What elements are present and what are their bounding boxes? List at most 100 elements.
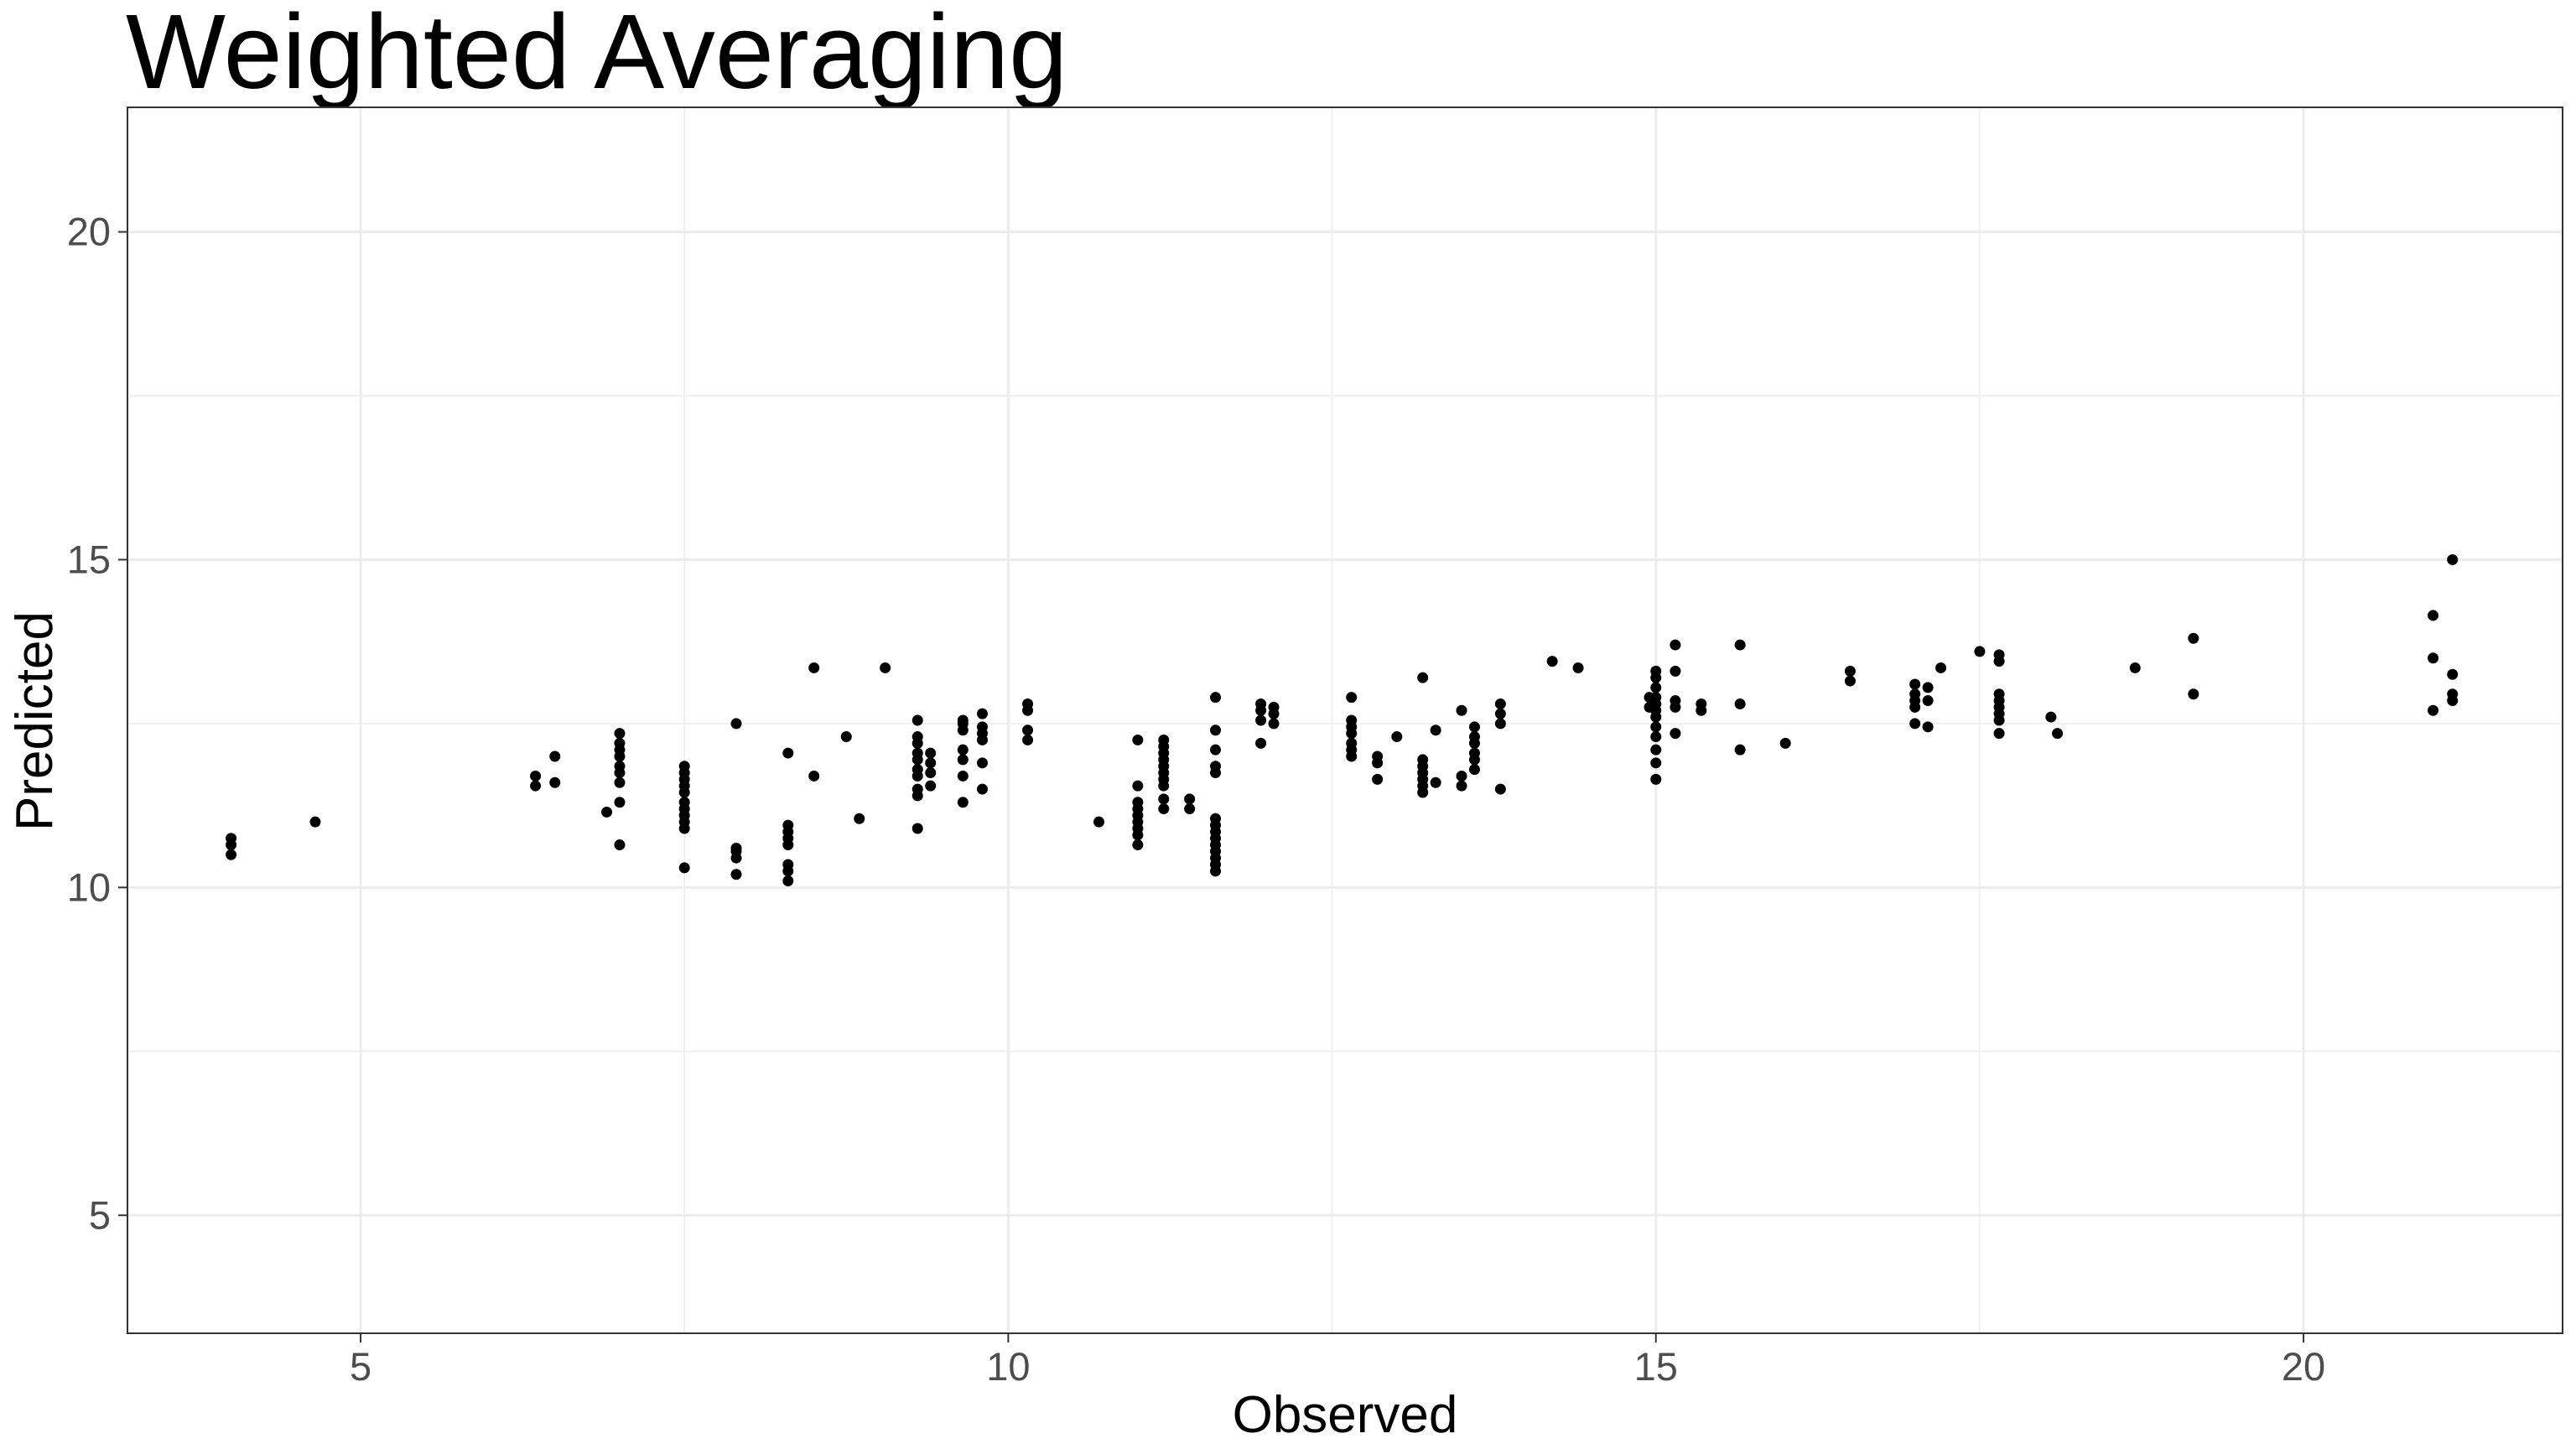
data-point: [614, 776, 626, 788]
data-point: [1430, 724, 1441, 736]
data-point: [1974, 646, 1986, 657]
data-point: [1734, 639, 1746, 651]
y-tick-label: 10: [67, 865, 111, 909]
y-axis-title: Predicted: [6, 611, 64, 831]
data-point: [2188, 632, 2199, 644]
data-point: [1909, 718, 1921, 730]
data-point: [730, 869, 742, 880]
data-point: [1417, 672, 1429, 683]
x-tick-label: 15: [1634, 1344, 1678, 1389]
data-point: [1132, 797, 1144, 808]
data-point: [1779, 737, 1791, 749]
data-point: [614, 728, 626, 740]
data-point: [530, 780, 542, 792]
data-point: [2045, 711, 2057, 723]
x-tick-label: 5: [350, 1344, 371, 1389]
data-point: [1372, 773, 1384, 785]
data-point: [2428, 652, 2439, 664]
data-point: [1093, 816, 1105, 828]
data-point: [1430, 776, 1441, 788]
data-point: [1909, 678, 1921, 690]
data-point: [782, 819, 794, 831]
data-point: [1650, 692, 1662, 704]
data-point: [1255, 737, 1267, 749]
data-point: [1546, 656, 1558, 667]
data-point: [925, 780, 937, 792]
data-point: [957, 754, 969, 766]
data-point: [1572, 662, 1584, 673]
y-tick-label: 5: [89, 1192, 111, 1237]
data-point: [782, 875, 794, 887]
data-points: [226, 553, 2459, 887]
data-point: [1255, 698, 1267, 709]
data-point: [678, 797, 690, 808]
data-point: [911, 714, 923, 726]
data-point: [678, 862, 690, 874]
x-tick-label: 20: [2282, 1344, 2325, 1389]
data-point: [1372, 750, 1384, 762]
data-point: [1255, 714, 1267, 726]
data-point: [1494, 698, 1506, 709]
data-point: [1650, 682, 1662, 693]
data-point: [808, 662, 820, 673]
data-point: [2447, 553, 2459, 565]
x-axis-ticks: 5 10 15 20: [350, 1333, 2325, 1389]
data-point: [1844, 665, 1856, 677]
data-point: [1346, 737, 1358, 749]
data-point: [2447, 688, 2459, 700]
data-point: [2428, 610, 2439, 621]
panel-background: [127, 107, 2563, 1333]
data-point: [1650, 744, 1662, 756]
data-point: [911, 731, 923, 743]
data-point: [2188, 688, 2199, 700]
data-point: [1210, 692, 1222, 704]
data-point: [309, 816, 321, 828]
data-point: [1022, 734, 1034, 745]
data-point: [2428, 704, 2439, 716]
data-point: [226, 833, 237, 844]
data-point: [1494, 783, 1506, 795]
data-point: [854, 813, 865, 824]
data-point: [976, 721, 988, 733]
minor-grid: [127, 107, 2563, 1333]
data-point: [1670, 728, 1681, 740]
data-point: [1922, 695, 1934, 707]
data-point: [1184, 793, 1196, 805]
data-point: [1268, 718, 1280, 730]
data-point: [1650, 721, 1662, 733]
data-point: [911, 823, 923, 834]
data-point: [1650, 757, 1662, 769]
data-point: [1468, 721, 1480, 733]
y-axis-ticks: 5 10 15 20: [67, 210, 127, 1237]
data-point: [1132, 734, 1144, 745]
data-point: [911, 764, 923, 776]
data-point: [1468, 747, 1480, 759]
data-point: [957, 770, 969, 782]
data-point: [1456, 780, 1467, 792]
data-point: [549, 776, 561, 788]
data-point: [1132, 780, 1144, 792]
data-point: [1670, 639, 1681, 651]
data-point: [925, 767, 937, 779]
data-point: [1417, 754, 1429, 766]
data-point: [614, 761, 626, 772]
panel-border: [127, 106, 2563, 1334]
data-point: [1468, 764, 1480, 776]
data-point: [1993, 688, 2005, 700]
data-point: [840, 731, 852, 743]
data-point: [1158, 793, 1170, 805]
data-point: [1922, 721, 1934, 733]
data-point: [1909, 688, 1921, 700]
data-point: [925, 747, 937, 759]
data-point: [1670, 665, 1681, 677]
major-grid: [127, 107, 2563, 1333]
data-point: [880, 662, 891, 673]
data-point: [730, 842, 742, 854]
data-point: [957, 714, 969, 726]
data-point: [1734, 698, 1746, 709]
data-point: [2129, 662, 2141, 673]
data-point: [2447, 668, 2459, 680]
data-point: [1468, 731, 1480, 743]
data-point: [1022, 698, 1034, 709]
data-point: [957, 797, 969, 808]
